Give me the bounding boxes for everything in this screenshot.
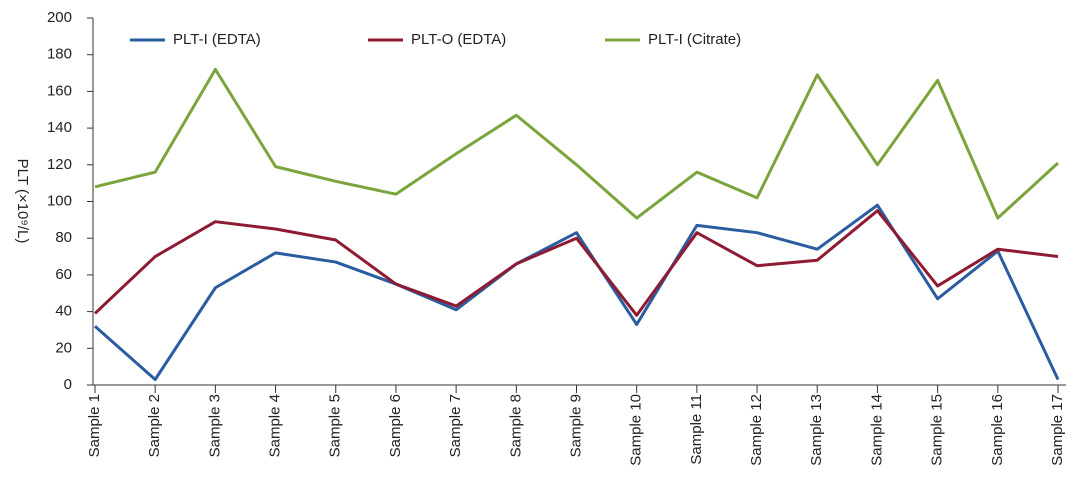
y-tick-label: 100 bbox=[47, 192, 72, 209]
y-tick-label: 200 bbox=[47, 9, 72, 26]
x-tick-label: Sample 8 bbox=[507, 394, 524, 457]
y-tick-label: 60 bbox=[55, 266, 72, 283]
x-tick-label: Sample 6 bbox=[387, 394, 404, 457]
x-tick-label: Sample 10 bbox=[628, 394, 645, 466]
x-tick-label: Sample 13 bbox=[808, 394, 825, 466]
series-line bbox=[94, 67, 1060, 220]
x-tick-label: Sample 16 bbox=[989, 394, 1006, 466]
y-tick-label: 140 bbox=[47, 119, 72, 136]
x-tick-label: Sample 5 bbox=[327, 394, 344, 457]
x-tick-label: Sample 7 bbox=[447, 394, 464, 457]
y-axis-label: PLT (×10⁹/L) bbox=[14, 159, 31, 244]
series-line bbox=[93, 209, 1059, 317]
legend-label: PLT-I (Citrate) bbox=[648, 31, 741, 48]
x-tick-label: Sample 2 bbox=[146, 394, 163, 457]
x-tick-label: Sample 9 bbox=[567, 394, 584, 457]
series-line bbox=[94, 203, 1060, 381]
x-tick-label: Sample 12 bbox=[748, 394, 765, 466]
x-tick-label: Sample 3 bbox=[206, 394, 223, 457]
y-tick-label: 180 bbox=[47, 46, 72, 63]
legend-label: PLT-O (EDTA) bbox=[411, 31, 506, 48]
legend-label: PLT-I (EDTA) bbox=[173, 31, 261, 48]
y-tick-label: 0 bbox=[64, 376, 72, 393]
y-tick-label: 40 bbox=[55, 303, 72, 320]
x-tick-label: Sample 15 bbox=[929, 394, 946, 466]
x-tick-label: Sample 17 bbox=[1049, 394, 1066, 466]
x-tick-label: Sample 4 bbox=[267, 394, 284, 457]
x-tick-label: Sample 11 bbox=[688, 394, 705, 465]
y-tick-label: 80 bbox=[55, 229, 72, 246]
x-tick-label: Sample 1 bbox=[86, 394, 103, 457]
y-tick-label: 20 bbox=[55, 339, 72, 356]
y-tick-label: 160 bbox=[47, 82, 72, 99]
x-tick-label: Sample 14 bbox=[868, 394, 885, 466]
y-tick-label: 120 bbox=[47, 156, 72, 173]
